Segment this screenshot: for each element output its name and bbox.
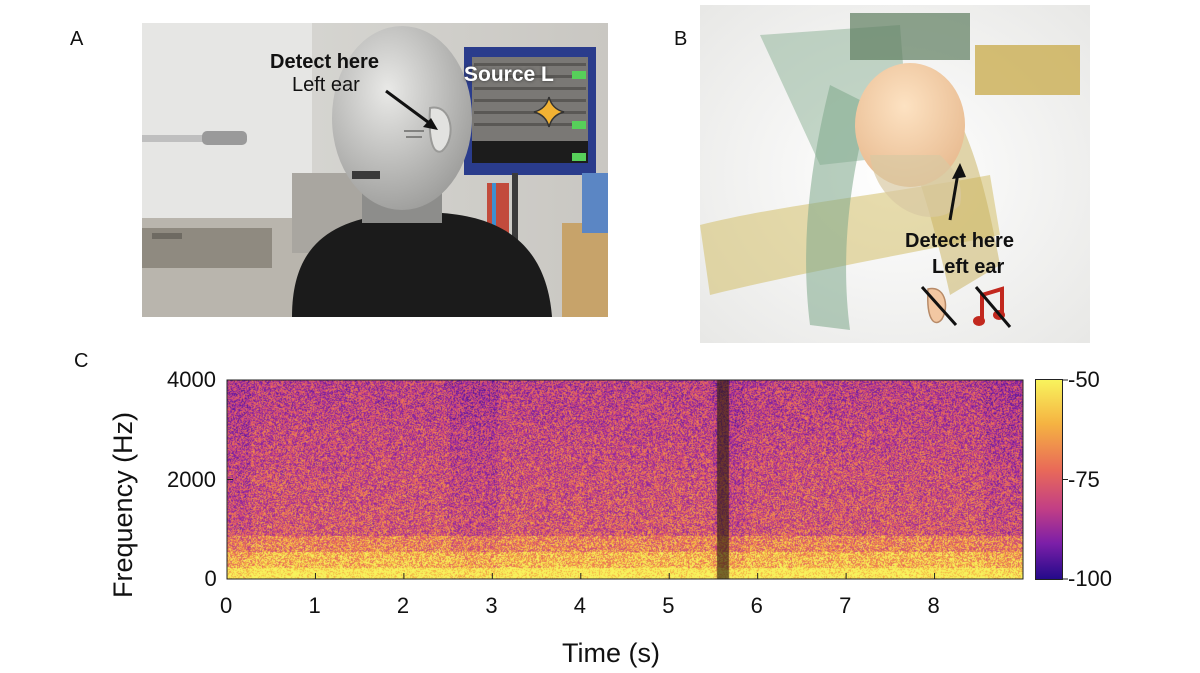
x-tick-label: 7	[839, 593, 852, 618]
x-axis-label: Time (s)	[562, 638, 660, 668]
detect-here-label-a: Detect here	[270, 51, 379, 73]
colorbar-tick-label: -100	[1068, 566, 1113, 591]
spectrogram-plot-area	[227, 380, 1023, 579]
crossed-music-note-icon	[973, 286, 1012, 328]
x-tick-label: 2	[396, 593, 410, 618]
panel-a-photo: Detect here Left ear Source L	[142, 23, 608, 317]
x-tick-label: 8	[927, 593, 940, 618]
x-tick-label: 5	[662, 593, 675, 618]
panel-label-a: A	[70, 28, 84, 50]
metamaterial-render-illustration	[700, 5, 1090, 343]
panel-label-c: C	[74, 350, 89, 372]
panel-label-b: B	[674, 28, 688, 50]
detect-here-label-b: Detect here	[905, 230, 1014, 252]
left-ear-label-a: Left ear	[292, 74, 360, 96]
source-l-label: Source L	[464, 63, 554, 86]
crossed-ear-icon	[920, 285, 958, 327]
y-tick-label: 4000	[167, 367, 216, 392]
panel-b-render: Detect here Left ear	[700, 5, 1090, 343]
left-ear-label-b: Left ear	[932, 256, 1005, 278]
x-tick-label: 3	[485, 593, 498, 618]
x-tick-label: 1	[308, 593, 321, 618]
plot-frame	[226, 379, 1024, 580]
mannequin-photo-illustration	[142, 23, 608, 317]
x-tick-label: 4	[573, 593, 587, 618]
colorbar	[1035, 379, 1063, 580]
colorbar-tick-label: -75	[1068, 466, 1100, 492]
y-tick-label: 0	[204, 566, 217, 591]
spectrogram-heatmap	[227, 380, 1023, 579]
colorbar-tick-label: -50	[1068, 367, 1100, 392]
y-axis-label: Frequency (Hz)	[108, 411, 138, 598]
x-tick-label: 0	[220, 593, 233, 618]
x-tick-label: 6	[750, 593, 763, 618]
y-tick-label: 2000	[167, 466, 216, 492]
